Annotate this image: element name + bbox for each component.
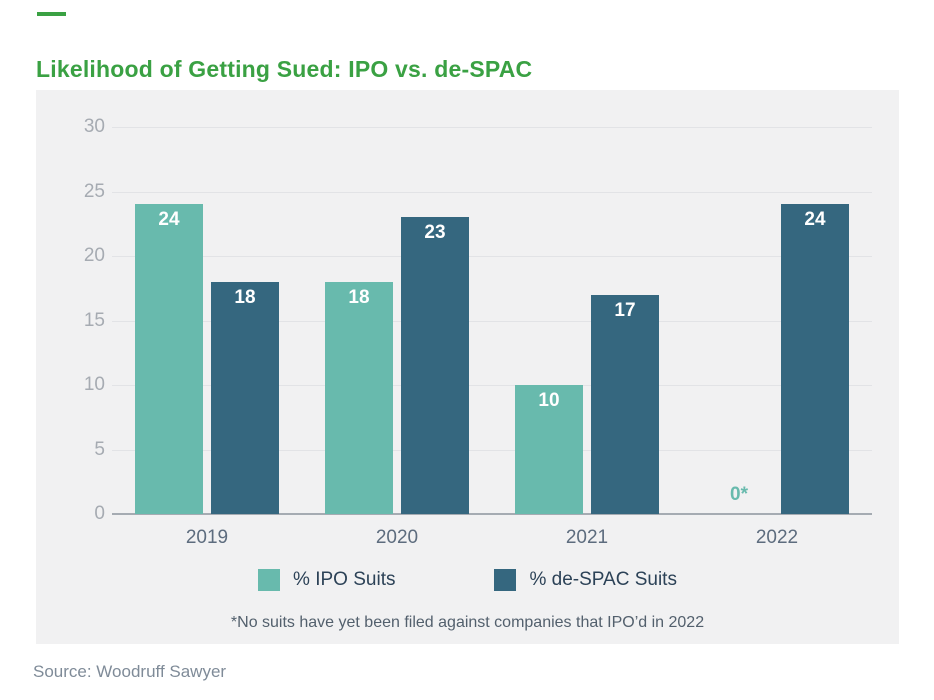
accent-dash bbox=[37, 12, 66, 16]
gridline-5 bbox=[112, 449, 872, 451]
x-axis-label-2020: 2020 bbox=[375, 527, 419, 548]
gridline-15 bbox=[112, 320, 872, 322]
footnote: *No suits have yet been filed against co… bbox=[230, 614, 705, 631]
x-axis-label-2019: 2019 bbox=[185, 527, 229, 548]
despac-suits-swatch bbox=[494, 569, 517, 591]
bar-value-label: 18 bbox=[348, 286, 370, 308]
bar-value-label: 18 bbox=[234, 286, 256, 308]
bar-ipo-suits-2020: 18 bbox=[325, 281, 393, 514]
bar-ipo-suits-2021: 10 bbox=[515, 385, 583, 514]
y-axis-label-20: 20 bbox=[83, 245, 105, 266]
y-axis-label-30: 30 bbox=[83, 116, 105, 137]
legend-item-ipo-suits: % IPO Suits bbox=[258, 569, 395, 591]
y-axis-label-0: 0 bbox=[94, 503, 105, 524]
bar-de-spac-suits-2021: 17 bbox=[591, 294, 659, 514]
y-axis-label-5: 5 bbox=[94, 438, 105, 460]
legend-label-despac-suits: % de-SPAC Suits bbox=[529, 569, 677, 590]
bar-value-label: 24 bbox=[158, 209, 180, 231]
bar-de-spac-suits-2022: 24 bbox=[781, 204, 849, 514]
chart-card: 24 18 18 23 10 17 0* 24 0 5 10 15 20 25 30 2019 2020 20… bbox=[36, 90, 899, 644]
legend: % IPO Suits % de-SPAC Suits bbox=[36, 569, 899, 591]
y-axis-label-25: 25 bbox=[83, 180, 105, 202]
plot-area: 24 18 18 23 10 17 0* 24 bbox=[112, 127, 872, 515]
legend-item-despac-suits: % de-SPAC Suits bbox=[494, 569, 677, 591]
bar-de-spac-suits-2019: 18 bbox=[211, 281, 279, 514]
legend-label-ipo-suits: % IPO Suits bbox=[293, 569, 396, 590]
bar-value-label: 23 bbox=[424, 222, 446, 244]
gridline-25 bbox=[112, 191, 872, 193]
bar-de-spac-suits-2020: 23 bbox=[401, 217, 469, 514]
page-title: Likelihood of Getting Sued: IPO vs. de-S… bbox=[36, 56, 533, 83]
x-axis-line bbox=[112, 513, 872, 515]
y-axis-label-15: 15 bbox=[83, 309, 105, 331]
zero-value-annotation: 0* bbox=[730, 484, 748, 505]
bar-value-label: 24 bbox=[804, 209, 826, 231]
bar-value-label: 10 bbox=[538, 390, 560, 411]
source-note: Source: Woodruff Sawyer bbox=[33, 662, 227, 681]
gridline-30 bbox=[112, 127, 872, 128]
gridline-10 bbox=[112, 385, 872, 386]
ipo-suits-swatch bbox=[258, 569, 281, 591]
x-axis-label-2021: 2021 bbox=[565, 527, 609, 548]
gridline-20 bbox=[112, 256, 872, 257]
bar-ipo-suits-2019: 24 bbox=[135, 204, 203, 514]
bar-value-label: 17 bbox=[614, 299, 636, 321]
x-axis-label-2022: 2022 bbox=[755, 527, 799, 548]
y-axis-label-10: 10 bbox=[83, 374, 105, 395]
